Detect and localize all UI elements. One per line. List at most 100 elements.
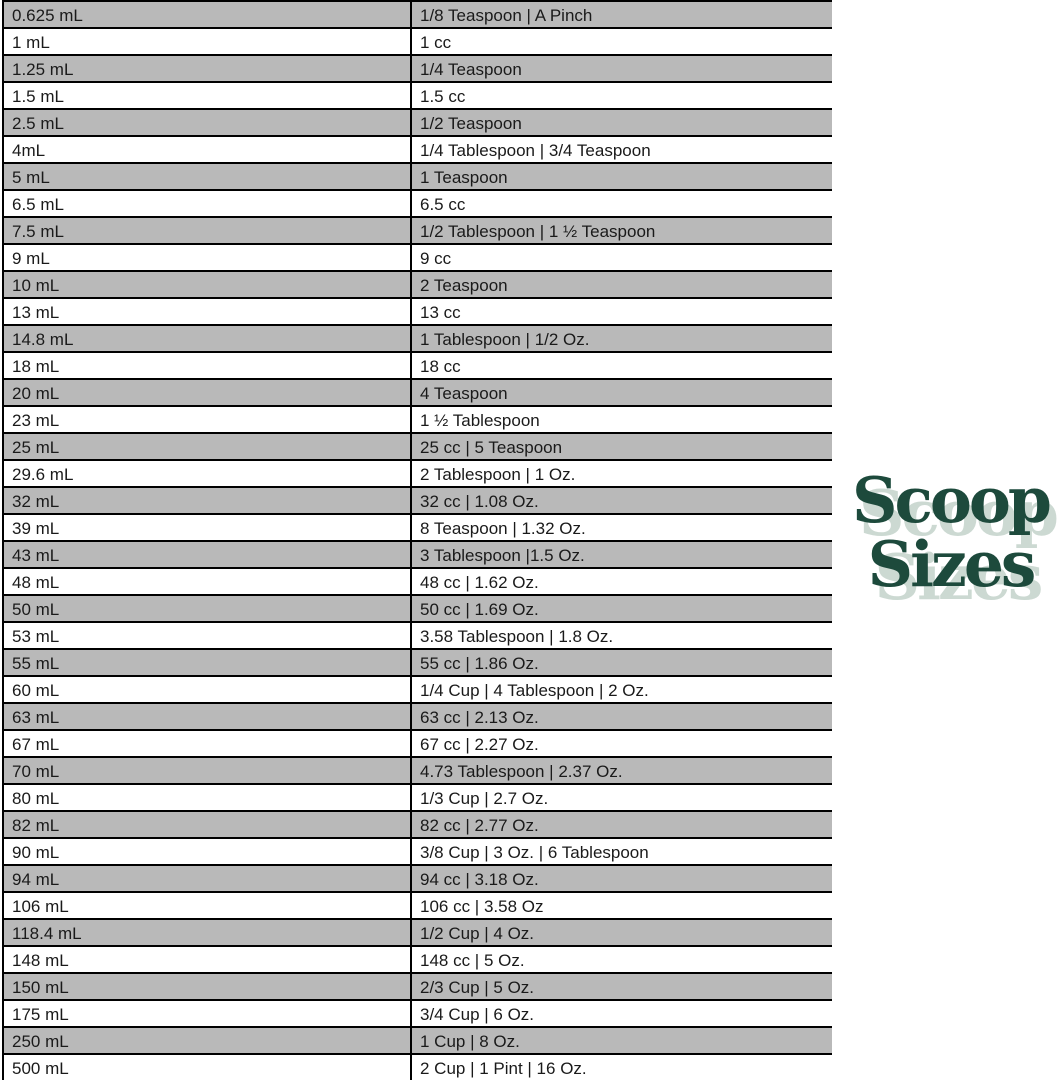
equivalent-cell: 1/4 Cup | 4 Tablespoon | 2 Oz. (420, 681, 649, 700)
ml-cell: 2.5 mL (4, 110, 412, 135)
table-row: 70 mL 4.73 Tablespoon | 2.37 Oz. (2, 756, 832, 783)
equivalent-cell: 2/3 Cup | 5 Oz. (420, 978, 535, 997)
ml-cell: 0.625 mL (4, 2, 412, 27)
table-row: 1.5 mL 1.5 cc (2, 81, 832, 108)
ml-cell: 32 mL (4, 488, 412, 513)
equivalent-cell: 3/4 Cup | 6 Oz. (420, 1005, 535, 1024)
equivalent-cell: 4 Teaspoon (420, 384, 508, 403)
table-row: 94 mL 94 cc | 3.18 Oz. (2, 864, 832, 891)
scoop-sizes-logo: Scoop Sizes (838, 468, 1063, 596)
table-row: 23 mL 1 ½ Tablespoon (2, 405, 832, 432)
ml-cell: 94 mL (4, 866, 412, 891)
equivalent-cell: 1/4 Teaspoon (420, 60, 522, 79)
table-row: 9 mL 9 cc (2, 243, 832, 270)
equivalent-cell: 148 cc | 5 Oz. (420, 951, 525, 970)
table-row: 250 mL 1 Cup | 8 Oz. (2, 1026, 832, 1053)
equivalent-cell: 55 cc | 1.86 Oz. (420, 654, 539, 673)
table-row: 48 mL 48 cc | 1.62 Oz. (2, 567, 832, 594)
table-row: 150 mL 2/3 Cup | 5 Oz. (2, 972, 832, 999)
table-row: 32 mL 32 cc | 1.08 Oz. (2, 486, 832, 513)
table-row: 60 mL 1/4 Cup | 4 Tablespoon | 2 Oz. (2, 675, 832, 702)
equivalent-cell: 67 cc | 2.27 Oz. (420, 735, 539, 754)
conversion-table: 0.625 mL 1/8 Teaspoon | A Pinch 1 mL 1 c… (2, 0, 832, 1080)
table-row: 29.6 mL 2 Tablespoon | 1 Oz. (2, 459, 832, 486)
equivalent-cell: 82 cc | 2.77 Oz. (420, 816, 539, 835)
equivalent-cell: 2 Cup | 1 Pint | 16 Oz. (420, 1059, 587, 1078)
equivalent-cell: 1/3 Cup | 2.7 Oz. (420, 789, 549, 808)
ml-cell: 39 mL (4, 515, 412, 540)
ml-cell: 63 mL (4, 704, 412, 729)
equivalent-cell: 18 cc (420, 357, 461, 376)
equivalent-cell: 2 Teaspoon (420, 276, 508, 295)
table-row: 13 mL 13 cc (2, 297, 832, 324)
table-row: 4mL 1/4 Tablespoon | 3/4 Teaspoon (2, 135, 832, 162)
table-row: 43 mL 3 Tablespoon |1.5 Oz. (2, 540, 832, 567)
table-row: 82 mL 82 cc | 2.77 Oz. (2, 810, 832, 837)
table-row: 10 mL 2 Teaspoon (2, 270, 832, 297)
equivalent-cell: 9 cc (420, 249, 452, 268)
table-row: 39 mL 8 Teaspoon | 1.32 Oz. (2, 513, 832, 540)
ml-cell: 14.8 mL (4, 326, 412, 351)
table-row: 5 mL 1 Teaspoon (2, 162, 832, 189)
equivalent-cell: 1/2 Tablespoon | 1 ½ Teaspoon (420, 222, 656, 241)
ml-cell: 60 mL (4, 677, 412, 702)
logo-line-2: Sizes (867, 527, 1037, 601)
ml-cell: 1.5 mL (4, 83, 412, 108)
equivalent-cell: 1.5 cc (420, 87, 466, 106)
equivalent-cell: 1 Tablespoon | 1/2 Oz. (420, 330, 590, 349)
ml-cell: 25 mL (4, 434, 412, 459)
table-row: 148 mL 148 cc | 5 Oz. (2, 945, 832, 972)
table-row: 6.5 mL 6.5 cc (2, 189, 832, 216)
equivalent-cell: 4.73 Tablespoon | 2.37 Oz. (420, 762, 623, 781)
ml-cell: 13 mL (4, 299, 412, 324)
table-row: 118.4 mL 1/2 Cup | 4 Oz. (2, 918, 832, 945)
equivalent-cell: 3 Tablespoon |1.5 Oz. (420, 546, 585, 565)
ml-cell: 4mL (4, 137, 412, 162)
ml-cell: 500 mL (4, 1055, 412, 1080)
equivalent-cell: 3/8 Cup | 3 Oz. | 6 Tablespoon (420, 843, 649, 862)
equivalent-cell: 32 cc | 1.08 Oz. (420, 492, 539, 511)
equivalent-cell: 2 Tablespoon | 1 Oz. (420, 465, 576, 484)
equivalent-cell: 50 cc | 1.69 Oz. (420, 600, 539, 619)
equivalent-cell: 1/4 Tablespoon | 3/4 Teaspoon (420, 141, 651, 160)
equivalent-cell: 1 Teaspoon (420, 168, 508, 187)
table-row: 25 mL 25 cc | 5 Teaspoon (2, 432, 832, 459)
ml-cell: 118.4 mL (4, 920, 412, 945)
table-row: 0.625 mL 1/8 Teaspoon | A Pinch (2, 0, 832, 27)
equivalent-cell: 1/8 Teaspoon | A Pinch (420, 6, 593, 25)
table-row: 175 mL 3/4 Cup | 6 Oz. (2, 999, 832, 1026)
equivalent-cell: 3.58 Tablespoon | 1.8 Oz. (420, 627, 614, 646)
ml-cell: 70 mL (4, 758, 412, 783)
table-row: 80 mL 1/3 Cup | 2.7 Oz. (2, 783, 832, 810)
equivalent-cell: 1 Cup | 8 Oz. (420, 1032, 520, 1051)
table-row: 2.5 mL 1/2 Teaspoon (2, 108, 832, 135)
equivalent-cell: 106 cc | 3.58 Oz (420, 897, 544, 916)
table-row: 20 mL 4 Teaspoon (2, 378, 832, 405)
table-row: 90 mL 3/8 Cup | 3 Oz. | 6 Tablespoon (2, 837, 832, 864)
table-row: 53 mL 3.58 Tablespoon | 1.8 Oz. (2, 621, 832, 648)
ml-cell: 1.25 mL (4, 56, 412, 81)
table-row: 50 mL 50 cc | 1.69 Oz. (2, 594, 832, 621)
ml-cell: 48 mL (4, 569, 412, 594)
ml-cell: 1 mL (4, 29, 412, 54)
equivalent-cell: 1/2 Cup | 4 Oz. (420, 924, 535, 943)
ml-cell: 80 mL (4, 785, 412, 810)
ml-cell: 150 mL (4, 974, 412, 999)
ml-cell: 5 mL (4, 164, 412, 189)
ml-cell: 148 mL (4, 947, 412, 972)
equivalent-cell: 1 ½ Tablespoon (420, 411, 540, 430)
table-row: 55 mL 55 cc | 1.86 Oz. (2, 648, 832, 675)
equivalent-cell: 8 Teaspoon | 1.32 Oz. (420, 519, 586, 538)
ml-cell: 55 mL (4, 650, 412, 675)
equivalent-cell: 1 cc (420, 33, 452, 52)
ml-cell: 175 mL (4, 1001, 412, 1026)
table-row: 1 mL 1 cc (2, 27, 832, 54)
ml-cell: 90 mL (4, 839, 412, 864)
table-row: 1.25 mL 1/4 Teaspoon (2, 54, 832, 81)
table-row: 67 mL 67 cc | 2.27 Oz. (2, 729, 832, 756)
equivalent-cell: 63 cc | 2.13 Oz. (420, 708, 539, 727)
table-row: 7.5 mL 1/2 Tablespoon | 1 ½ Teaspoon (2, 216, 832, 243)
logo-line-1: Scoop (852, 463, 1052, 537)
equivalent-cell: 13 cc (420, 303, 461, 322)
ml-cell: 7.5 mL (4, 218, 412, 243)
